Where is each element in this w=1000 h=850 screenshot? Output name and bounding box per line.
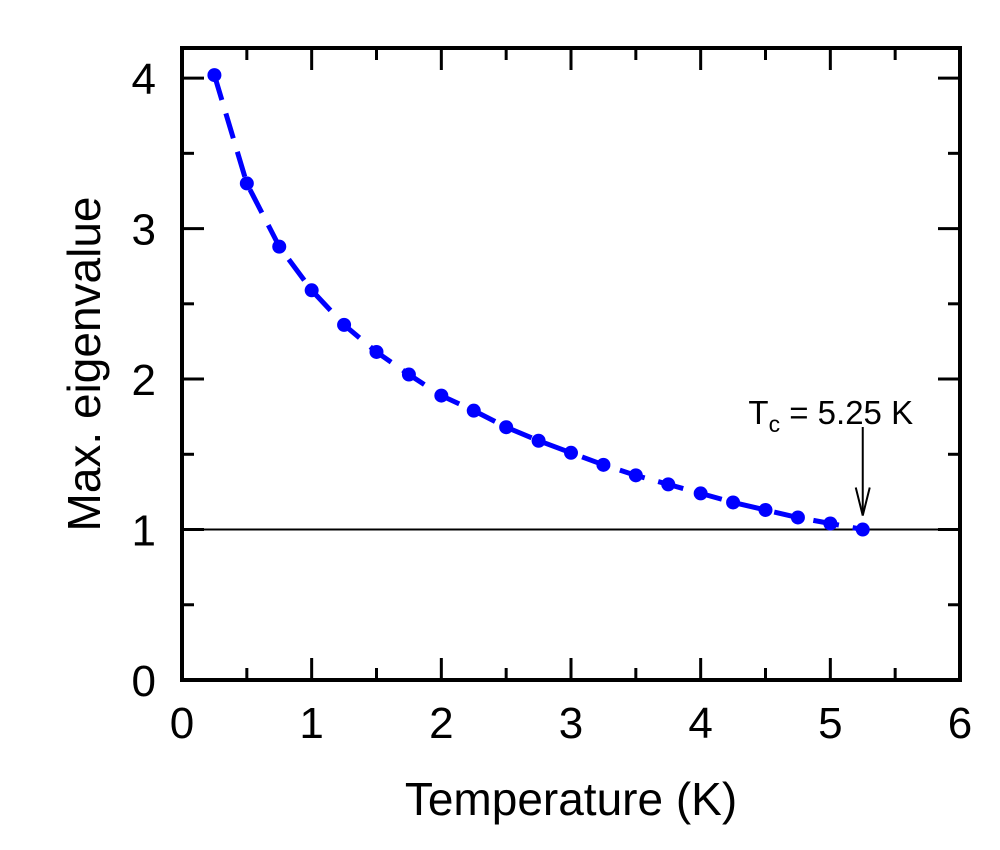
tc-annotation-prefix: T xyxy=(748,394,768,431)
data-point xyxy=(337,317,352,332)
x-tick-labels: 0 1 2 3 4 5 6 xyxy=(170,699,972,748)
y-axis-title: Max. eigenvalue xyxy=(58,197,110,532)
data-point xyxy=(693,486,708,501)
series-dashed-line xyxy=(212,74,864,532)
data-point xyxy=(596,457,611,472)
data-point xyxy=(726,495,741,510)
data-point xyxy=(434,388,449,403)
data-point xyxy=(401,367,416,382)
x-tick-label: 4 xyxy=(688,699,712,748)
data-point xyxy=(790,510,805,525)
series-points xyxy=(207,68,870,537)
tc-annotation-label: Tc = 5.25 K xyxy=(748,394,913,437)
data-point xyxy=(661,477,676,492)
data-point xyxy=(272,239,287,254)
data-point xyxy=(855,522,870,537)
data-point xyxy=(499,420,514,435)
data-point xyxy=(564,445,578,460)
y-tick-label: 2 xyxy=(132,356,156,405)
y-tick-label: 1 xyxy=(132,507,156,556)
x-tick-label: 1 xyxy=(299,699,323,748)
data-point xyxy=(466,403,481,418)
data-point xyxy=(207,68,222,83)
y-tick-label: 4 xyxy=(132,55,156,104)
data-point xyxy=(304,283,319,298)
data-point xyxy=(531,433,546,448)
data-point xyxy=(758,502,773,517)
y-tick-label: 3 xyxy=(132,206,156,255)
x-tick-label: 3 xyxy=(559,699,583,748)
tc-annotation-subscript: c xyxy=(769,411,781,437)
tc-annotation: Tc = 5.25 K xyxy=(748,394,913,516)
x-axis-title: Temperature (K) xyxy=(405,773,737,825)
x-tick-label: 2 xyxy=(429,699,453,748)
x-tick-label: 0 xyxy=(170,699,194,748)
tc-annotation-suffix: = 5.25 K xyxy=(780,394,913,431)
axis-ticks xyxy=(180,48,962,682)
data-point xyxy=(628,468,643,483)
tc-arrow-head xyxy=(854,487,871,516)
y-tick-label: 0 xyxy=(132,657,156,706)
x-tick-label: 6 xyxy=(948,699,972,748)
x-tick-label: 5 xyxy=(818,699,842,748)
y-tick-labels: 0 1 2 3 4 xyxy=(132,55,156,706)
data-point xyxy=(823,516,838,531)
plot-frame xyxy=(180,46,962,682)
data-point xyxy=(369,344,384,359)
data-point xyxy=(239,176,254,191)
